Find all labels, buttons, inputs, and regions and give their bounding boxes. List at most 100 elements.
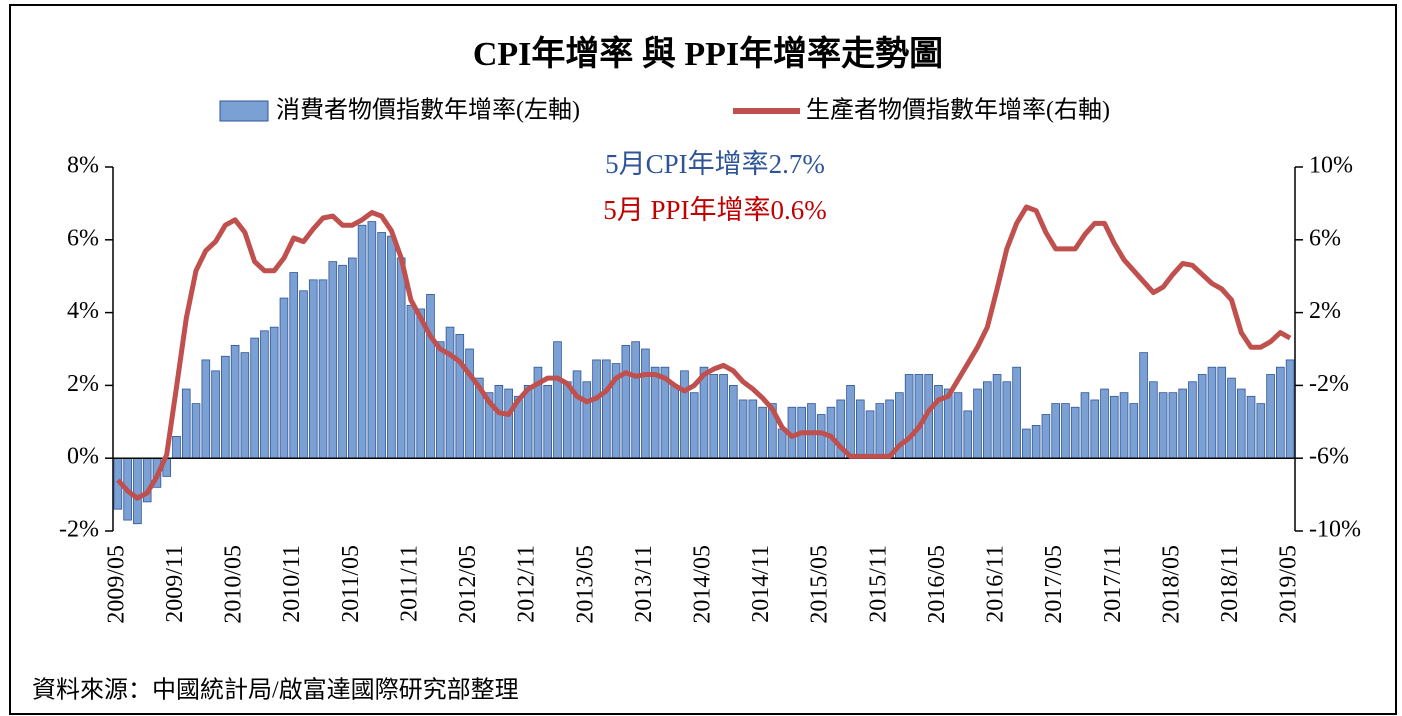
bar xyxy=(1129,403,1139,459)
bar xyxy=(240,352,250,459)
bar xyxy=(904,374,914,459)
y2-tick-label: -2% xyxy=(1309,371,1349,397)
bar xyxy=(318,279,328,459)
chart-title: CPI年增率 與 PPI年增率走勢圖 xyxy=(473,35,943,73)
bar xyxy=(230,344,240,459)
x-tick-label: 2013/05 xyxy=(572,545,598,624)
bar xyxy=(650,366,660,459)
bar xyxy=(1246,395,1256,459)
y2-tick-label: -6% xyxy=(1309,444,1349,470)
bar xyxy=(670,384,680,459)
bar xyxy=(982,381,992,459)
bar xyxy=(221,355,230,459)
y-tick-label: 0% xyxy=(67,444,99,470)
bar xyxy=(1002,381,1012,459)
bar xyxy=(211,370,220,459)
y2-tick-label: -10% xyxy=(1309,517,1361,543)
bar xyxy=(855,399,865,459)
bar xyxy=(621,344,631,459)
bar xyxy=(308,279,318,459)
bar xyxy=(299,290,308,459)
bar xyxy=(885,399,894,459)
bar xyxy=(738,399,748,459)
bar xyxy=(1266,374,1275,459)
x-tick-label: 2018/11 xyxy=(1217,545,1243,623)
x-tick-label: 2012/11 xyxy=(514,545,540,623)
x-tick-label: 2014/05 xyxy=(690,545,716,624)
bar xyxy=(1070,406,1080,459)
y2-tick-label: 6% xyxy=(1309,225,1341,251)
x-tick-label: 2017/11 xyxy=(1100,545,1126,623)
bar xyxy=(758,406,767,459)
bar xyxy=(602,359,611,459)
bar xyxy=(914,374,924,459)
bar xyxy=(1168,392,1178,459)
annotation: 5月 PPI年增率0.6% xyxy=(603,195,827,225)
x-tick-label: 2012/05 xyxy=(455,545,481,624)
bar xyxy=(1227,377,1236,459)
bar xyxy=(250,337,259,459)
y-tick-label: 8% xyxy=(67,153,99,179)
bar xyxy=(1031,425,1041,459)
bar xyxy=(992,374,1002,459)
bar xyxy=(719,374,728,459)
bar xyxy=(348,257,357,459)
line xyxy=(116,204,1292,501)
x-tick-label: 2014/11 xyxy=(748,545,774,623)
bar xyxy=(1080,392,1090,459)
bar xyxy=(553,341,562,459)
x-tick-label: 2018/05 xyxy=(1158,545,1184,624)
bar xyxy=(1100,388,1109,459)
bar xyxy=(963,410,973,459)
bar xyxy=(1139,352,1148,459)
bar xyxy=(846,384,855,459)
bar xyxy=(201,359,211,459)
x-tick-label: 2013/11 xyxy=(631,545,657,623)
x-tick-label: 2015/05 xyxy=(807,545,833,624)
y2-tick-label: 10% xyxy=(1309,153,1353,179)
legend-label: 消費者物價指數年增率(左軸) xyxy=(276,97,580,124)
bar xyxy=(562,381,572,459)
bar xyxy=(865,410,875,459)
bar xyxy=(367,221,377,459)
bar xyxy=(279,297,289,459)
bar xyxy=(172,435,181,459)
bar xyxy=(191,403,201,459)
bar xyxy=(728,384,738,459)
bar xyxy=(1197,374,1207,459)
bar xyxy=(455,334,465,459)
legend-swatch xyxy=(219,100,269,122)
bar xyxy=(357,224,367,459)
x-tick-label: 2019/05 xyxy=(1276,545,1302,624)
bar xyxy=(181,388,191,459)
bar xyxy=(572,370,582,459)
bar xyxy=(1149,381,1158,459)
bar xyxy=(133,457,142,525)
bar xyxy=(328,261,338,459)
source-note: 資料來源：中國統計局/啟富達國際研究部整理 xyxy=(32,677,519,704)
x-tick-label: 2017/05 xyxy=(1041,545,1067,624)
bar xyxy=(269,326,279,459)
bar xyxy=(777,428,787,459)
bar xyxy=(631,341,640,459)
bar xyxy=(396,257,406,459)
bar xyxy=(875,403,885,459)
bar xyxy=(1051,403,1060,459)
y-tick-label: -2% xyxy=(59,517,99,543)
bar xyxy=(1207,366,1217,459)
x-tick-label: 2015/11 xyxy=(865,545,891,623)
bar xyxy=(1041,414,1051,459)
y-tick-label: 6% xyxy=(67,225,99,251)
bar xyxy=(523,384,533,459)
annotation: 5月CPI年增率2.7% xyxy=(605,149,825,179)
bar xyxy=(953,392,963,459)
bar xyxy=(260,330,269,459)
x-tick-label: 2010/05 xyxy=(221,545,247,624)
x-tick-label: 2016/05 xyxy=(924,545,950,624)
bar xyxy=(289,272,299,459)
bar xyxy=(1090,399,1100,459)
bar xyxy=(1276,366,1285,459)
legend-label: 生產者物價指數年增率(右軸) xyxy=(806,97,1110,124)
bar xyxy=(1178,388,1187,459)
